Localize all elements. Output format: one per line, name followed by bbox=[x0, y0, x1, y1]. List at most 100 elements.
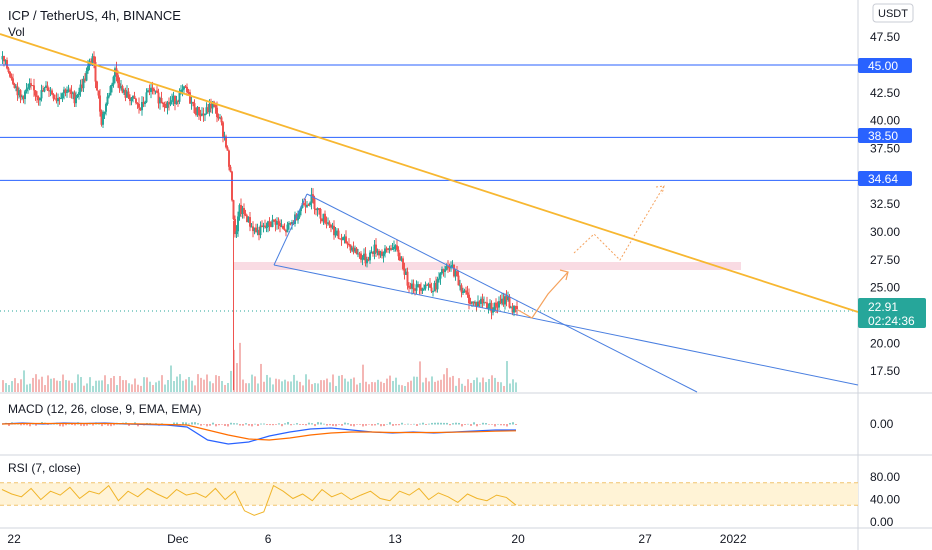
candle-body bbox=[352, 247, 355, 252]
last-price-badge: 22.91 02:24:36 bbox=[858, 298, 926, 328]
candle-body bbox=[229, 166, 232, 172]
candle-body bbox=[444, 269, 446, 272]
volume-bar bbox=[266, 374, 268, 392]
volume-bar bbox=[350, 378, 352, 392]
macd-histogram-bar bbox=[287, 422, 289, 425]
candle-body bbox=[253, 227, 256, 232]
candle-body bbox=[357, 253, 359, 255]
candle-body bbox=[165, 107, 167, 109]
volume-bar bbox=[77, 374, 79, 392]
candle-body bbox=[208, 103, 211, 113]
candle-body bbox=[154, 90, 157, 92]
candle-body bbox=[259, 225, 262, 236]
volume-bar bbox=[491, 375, 493, 392]
macd-histogram-bar bbox=[188, 423, 190, 425]
candle-body bbox=[15, 86, 17, 88]
macd-signal-line bbox=[1, 422, 517, 441]
candle-body bbox=[172, 95, 175, 101]
price-badge-3464: 34.64 bbox=[858, 171, 912, 186]
candle-body bbox=[210, 103, 212, 109]
volume-bar bbox=[32, 377, 34, 392]
candle-body bbox=[111, 84, 113, 87]
volume-bar bbox=[449, 377, 451, 392]
projection-path bbox=[517, 271, 569, 319]
price-badge-3850: 38.50 bbox=[858, 128, 912, 143]
macd-histogram-bar bbox=[302, 424, 304, 425]
candle-body bbox=[99, 95, 101, 112]
x-tick-label: 20 bbox=[511, 532, 525, 546]
price-badge-3464-text: 34.64 bbox=[868, 172, 898, 186]
volume-bar bbox=[272, 384, 274, 392]
volume-bar bbox=[200, 377, 202, 392]
candle-body bbox=[166, 102, 169, 108]
macd-histogram-bar bbox=[368, 424, 370, 425]
volume-bar bbox=[503, 385, 505, 392]
candle-body bbox=[286, 224, 289, 233]
candle-body bbox=[318, 208, 320, 210]
macd-histogram-bar bbox=[260, 423, 262, 425]
volume-bar bbox=[275, 378, 277, 392]
candle-body bbox=[273, 219, 275, 221]
wedge-left-edge bbox=[273, 193, 308, 266]
macd-histogram-bar bbox=[458, 422, 460, 425]
candle-body bbox=[337, 230, 340, 239]
candle-body bbox=[427, 284, 430, 286]
candle-body bbox=[85, 71, 88, 81]
volume-bar bbox=[479, 382, 481, 392]
candle-body bbox=[232, 200, 235, 220]
candle-body bbox=[385, 248, 388, 250]
candle-body bbox=[231, 171, 233, 201]
volume-bar bbox=[218, 376, 220, 392]
volume-bar bbox=[95, 380, 97, 392]
macd-histogram-bar bbox=[107, 424, 109, 426]
volume-bar bbox=[125, 380, 127, 392]
candle-body bbox=[261, 225, 263, 228]
candle-body bbox=[342, 237, 344, 241]
volume-bar bbox=[17, 383, 19, 392]
candle-body bbox=[7, 68, 10, 72]
candle-body bbox=[72, 92, 74, 95]
projection-dotted-arrowhead bbox=[655, 185, 665, 195]
macd-histogram-bar bbox=[380, 424, 382, 427]
volume-bar bbox=[122, 380, 124, 392]
candle-body bbox=[187, 92, 190, 94]
candle-body bbox=[321, 218, 323, 222]
volume-bar bbox=[497, 381, 499, 392]
volume-bar bbox=[509, 383, 511, 392]
volume-bar bbox=[461, 383, 463, 392]
candle-body bbox=[148, 90, 151, 92]
volume-bar bbox=[320, 380, 322, 392]
candle-body bbox=[1, 56, 4, 60]
candle-body bbox=[391, 248, 394, 250]
volume-bar bbox=[215, 375, 217, 392]
macd-histogram-bar bbox=[245, 423, 247, 425]
candle-body bbox=[162, 102, 164, 104]
macd-histogram-bar bbox=[242, 424, 244, 426]
candle-body bbox=[25, 88, 28, 92]
candle-body bbox=[84, 78, 86, 81]
candle-body bbox=[265, 226, 268, 228]
macd-histogram-bar bbox=[317, 422, 319, 425]
macd-histogram-bar bbox=[410, 424, 412, 425]
candle-body bbox=[426, 284, 428, 286]
volume-bar bbox=[2, 380, 4, 392]
macd-histogram-bar bbox=[332, 424, 334, 426]
candle-body bbox=[289, 223, 292, 225]
candle-body bbox=[184, 86, 187, 88]
macd-pane: 0.00 bbox=[1, 417, 894, 445]
rsi-tick-label: 80.00 bbox=[870, 470, 900, 484]
macd-histogram-bar bbox=[194, 422, 196, 425]
candle-body bbox=[70, 91, 73, 95]
last-price-text: 22.91 bbox=[868, 300, 898, 314]
macd-histogram-bar bbox=[239, 424, 241, 426]
volume-bar bbox=[428, 381, 430, 392]
volume-bar bbox=[296, 380, 298, 392]
candle-body bbox=[178, 92, 181, 102]
candle-body bbox=[262, 225, 265, 228]
rsi-band bbox=[0, 482, 858, 506]
candle-body bbox=[81, 84, 83, 89]
candle-body bbox=[340, 239, 343, 241]
currency-selector[interactable]: USDT bbox=[872, 3, 914, 23]
candle-body bbox=[94, 62, 97, 82]
